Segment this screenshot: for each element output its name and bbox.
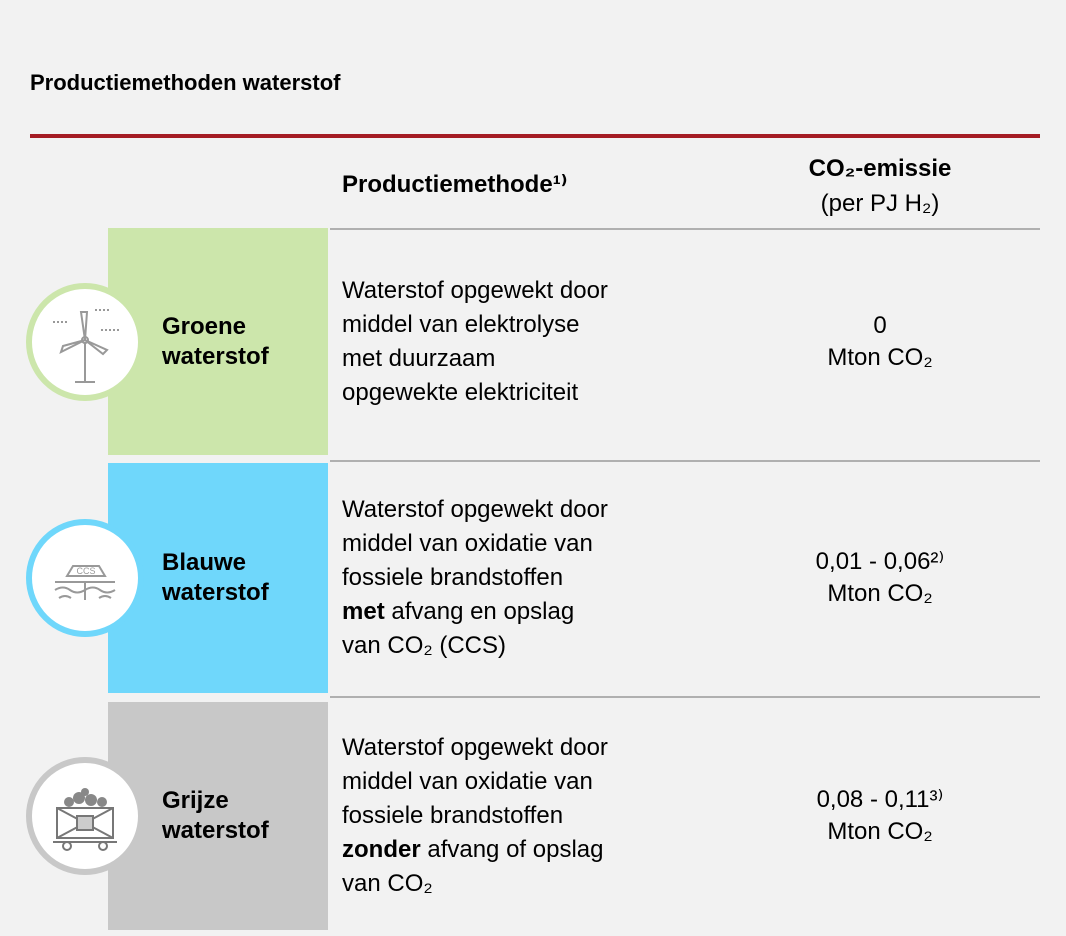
description-line: zonder afvang of opslag <box>342 833 608 867</box>
description-line: van CO₂ <box>342 867 608 901</box>
row: Blauwe waterstof Waterstof opgewekt door mi… <box>108 463 1040 693</box>
svg-text:CCS: CCS <box>76 566 95 576</box>
title-rule <box>30 134 1040 138</box>
emission-unit: (per PJ H₂) <box>820 190 940 217</box>
emission-text: 0,08 - 0,11³⁾ <box>816 786 944 813</box>
title: Productiemethoden waterstof <box>30 70 341 95</box>
description-line: van CO₂ (CCS) <box>342 629 608 663</box>
description-text: fossiele brandstoffen <box>342 564 564 591</box>
description-line: Waterstof opgewekt door <box>342 731 608 765</box>
description-text: Waterstof opgewekt door <box>342 276 608 304</box>
description-text: middel van elektrolyse <box>342 310 580 338</box>
method-header: Productiemethode¹⁾ <box>342 171 568 198</box>
description-line: Waterstof opgewekt door <box>342 493 608 527</box>
description: Waterstof opgewekt door middel van oxidat… <box>342 463 608 693</box>
description: Waterstof opgewekt door middel van elektr… <box>342 228 608 455</box>
emission-text: Mton CO₂ <box>827 580 933 607</box>
emission-text: Mton CO₂ <box>827 818 933 845</box>
description-text: afvang en opslag <box>384 598 575 625</box>
description-line: Waterstof opgewekt door <box>342 274 608 308</box>
description-text: middel van oxidatie van <box>342 768 593 795</box>
emission: 0,01 - 0,06²⁾ Mton CO₂ <box>790 463 970 693</box>
description-text: afvang of opslag <box>420 836 604 863</box>
description-text: zonder <box>342 836 421 863</box>
icon: CCS <box>26 519 144 637</box>
emission: 0 Mton CO₂ <box>790 228 970 455</box>
description-text: van CO₂ <box>342 870 433 897</box>
description-line: middel van elektrolyse <box>342 308 608 342</box>
description-line: opgewekte elektriciteit <box>342 376 608 410</box>
description-text: Waterstof opgewekt door <box>342 734 608 761</box>
icon <box>26 282 144 401</box>
emission: 0,08 - 0,11³⁾ Mton CO₂ <box>790 702 970 930</box>
description-text: van CO₂ (CCS) <box>342 632 507 659</box>
description-text: met duurzaam <box>342 344 496 372</box>
description-line: middel van oxidatie van <box>342 527 608 561</box>
description: Waterstof opgewekt door middel van oxidat… <box>342 702 608 930</box>
description-text: Waterstof opgewekt door <box>342 496 608 523</box>
row-label: waterstof <box>162 342 269 370</box>
description-line: met duurzaam <box>342 342 608 376</box>
separator <box>330 460 1040 462</box>
separator <box>330 696 1040 698</box>
description-line: middel van oxidatie van <box>342 765 608 799</box>
label-block: Blauwe waterstof <box>108 463 328 693</box>
emission-text: 0 <box>873 311 887 339</box>
emission-text: Mton CO₂ <box>827 343 933 371</box>
row: Grijze waterstof Waterstof opgewekt door mi… <box>108 702 1040 930</box>
emission-header: CO₂-emissie <box>808 155 952 182</box>
description-line: fossiele brandstoffen <box>342 561 608 595</box>
row-label: Blauwe <box>162 549 247 576</box>
description-text: opgewekte elektriciteit <box>342 378 579 406</box>
row-label: waterstof <box>162 579 269 606</box>
description-line: fossiele brandstoffen <box>342 799 608 833</box>
row-label: Grijze <box>162 787 229 814</box>
row: Groene waterstof Waterstof opgewekt door mi… <box>108 228 1040 455</box>
label-block: Groene waterstof <box>108 228 328 455</box>
description-text: fossiele brandstoffen <box>342 802 564 829</box>
description-text: met <box>342 598 385 625</box>
description-line: met afvang en opslag <box>342 595 608 629</box>
emission-text: 0,01 - 0,06²⁾ <box>815 548 945 575</box>
icon <box>26 757 144 875</box>
description-text: middel van oxidatie van <box>342 530 593 557</box>
row-label: Groene <box>162 312 247 340</box>
label-block: Grijze waterstof <box>108 702 328 930</box>
separator <box>330 228 1040 230</box>
row-label: waterstof <box>162 817 269 844</box>
